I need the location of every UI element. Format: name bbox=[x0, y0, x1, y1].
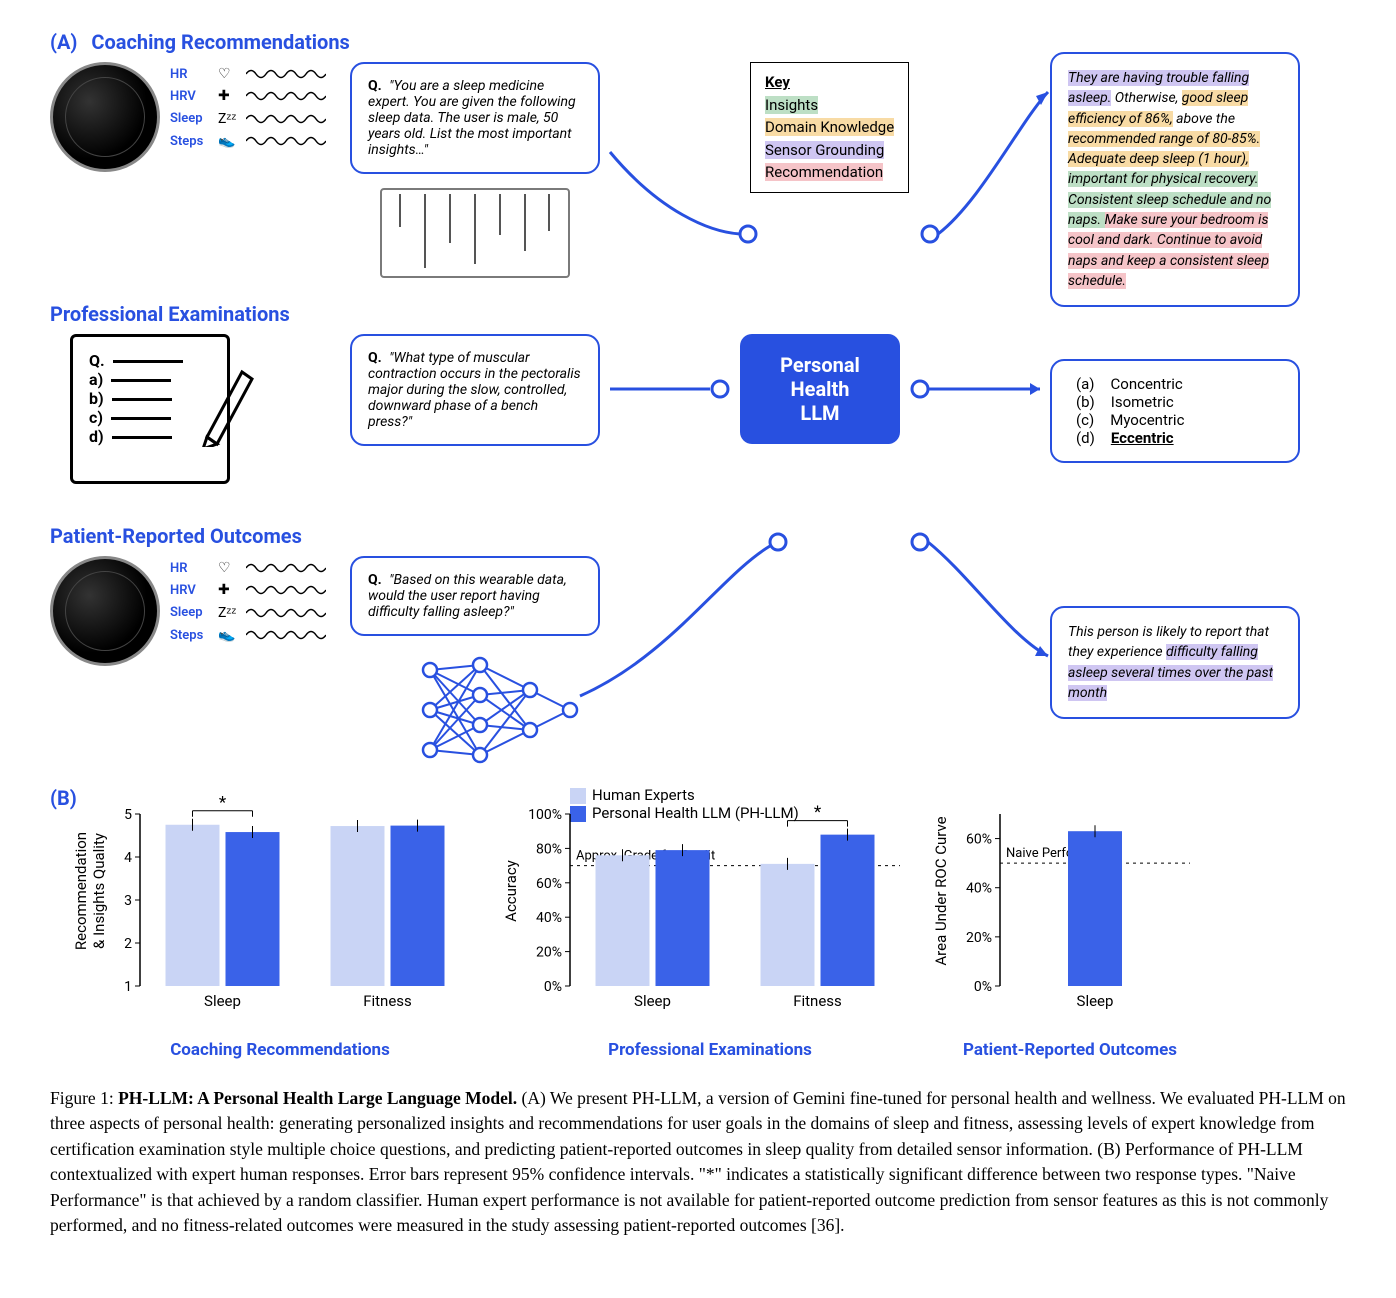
key-sensor: Sensor Grounding bbox=[765, 141, 884, 159]
svg-text:2: 2 bbox=[124, 936, 132, 952]
chart-pro: Area Under ROC Curve0%20%40%60%Naive Per… bbox=[940, 790, 1200, 1060]
chart-exam: Accuracy0%20%40%60%80%100%Approx. Grade … bbox=[510, 790, 910, 1060]
output-box-coaching: They are having trouble falling asleep. … bbox=[1050, 52, 1300, 307]
signal-row-hr: HR♡ bbox=[170, 560, 326, 576]
mc-option: (d)Eccentric bbox=[1076, 429, 1274, 447]
signal-row-sleep: SleepZᶻᶻ bbox=[170, 604, 326, 621]
svg-text:Fitness: Fitness bbox=[363, 992, 412, 1010]
key-rec: Recommendation bbox=[765, 163, 883, 181]
prompt-box-coaching: Q. "You are a sleep medicine expert. You… bbox=[350, 62, 600, 174]
pencil-icon bbox=[197, 357, 257, 447]
section-title-pro: Patient-Reported Outcomes bbox=[50, 524, 302, 548]
figure-caption: Figure 1: PH-LLM: A Personal Health Larg… bbox=[50, 1086, 1346, 1238]
figure-title: PH-LLM: A Personal Health Large Language… bbox=[118, 1088, 517, 1108]
svg-text:60%: 60% bbox=[966, 832, 992, 848]
signal-row-hrv: HRV✚ bbox=[170, 88, 326, 104]
svg-text:20%: 20% bbox=[536, 945, 562, 961]
output-box-pro: This person is likely to report that the… bbox=[1050, 606, 1300, 719]
mc-option: (a)Concentric bbox=[1076, 375, 1274, 393]
svg-text:1: 1 bbox=[124, 979, 132, 995]
mc-option: (c)Myocentric bbox=[1076, 411, 1274, 429]
svg-text:60%: 60% bbox=[536, 876, 562, 892]
svg-text:Sleep: Sleep bbox=[634, 992, 671, 1010]
prompt-q-label: Q. bbox=[368, 572, 382, 588]
svg-text:Sleep: Sleep bbox=[204, 992, 241, 1010]
watch-icon bbox=[50, 62, 160, 172]
svg-text:80%: 80% bbox=[536, 841, 562, 857]
signal-row-sleep: SleepZᶻᶻ bbox=[170, 110, 326, 127]
chart-coaching: Recommendation& Insights Quality12345Sle… bbox=[80, 790, 480, 1060]
key-title: Key bbox=[765, 71, 894, 94]
figure-text: (A) We present PH-LLM, a version of Gemi… bbox=[50, 1088, 1346, 1235]
key-insights: Insights bbox=[765, 96, 818, 114]
svg-text:4: 4 bbox=[124, 850, 132, 866]
llm-box: Personal Health LLM bbox=[740, 334, 900, 444]
signal-row-steps: Steps👟 bbox=[170, 627, 326, 643]
prompt-text-pro: "Based on this wearable data, would the … bbox=[368, 572, 567, 620]
svg-text:*: * bbox=[219, 793, 227, 813]
prompt-q-label: Q. bbox=[368, 350, 382, 366]
svg-text:*: * bbox=[814, 803, 822, 823]
mc-option: (b)Isometric bbox=[1076, 393, 1274, 411]
prompt-text-exam: "What type of muscular contraction occur… bbox=[368, 350, 581, 430]
token-window-icon bbox=[380, 188, 570, 278]
exam-sheet-icon: Q. a) b) c) d) bbox=[70, 334, 230, 484]
watch-icon bbox=[50, 556, 160, 666]
key-domain: Domain Knowledge bbox=[765, 118, 894, 136]
signal-row-hrv: HRV✚ bbox=[170, 582, 326, 598]
svg-text:5: 5 bbox=[124, 807, 132, 823]
panel-a-label: (A) bbox=[50, 30, 77, 54]
svg-text:Sleep: Sleep bbox=[1077, 992, 1114, 1010]
prompt-text-coaching: "You are a sleep medicine expert. You ar… bbox=[368, 78, 576, 158]
wearable-block-coaching: HR♡ HRV✚ SleepZᶻᶻ Steps👟 bbox=[50, 62, 350, 172]
svg-text:Fitness: Fitness bbox=[793, 992, 842, 1010]
section-title-exam: Professional Examinations bbox=[50, 302, 290, 326]
svg-text:40%: 40% bbox=[966, 881, 992, 897]
svg-text:40%: 40% bbox=[536, 910, 562, 926]
svg-text:0%: 0% bbox=[544, 979, 562, 995]
signal-row-hr: HR♡ bbox=[170, 66, 326, 82]
svg-text:3: 3 bbox=[124, 893, 132, 909]
signal-row-steps: Steps👟 bbox=[170, 133, 326, 149]
prompt-q-label: Q. bbox=[368, 78, 382, 94]
legend-key-box: Key Insights Domain Knowledge Sensor Gro… bbox=[750, 62, 909, 193]
wearable-block-pro: HR♡ HRV✚ SleepZᶻᶻ Steps👟 bbox=[50, 556, 350, 666]
prompt-box-pro: Q. "Based on this wearable data, would t… bbox=[350, 556, 600, 636]
svg-text:20%: 20% bbox=[966, 930, 992, 946]
section-title-coaching: Coaching Recommendations bbox=[91, 30, 349, 54]
prompt-box-exam: Q. "What type of muscular contraction oc… bbox=[350, 334, 600, 446]
figure-label: Figure 1: bbox=[50, 1088, 114, 1108]
svg-text:100%: 100% bbox=[528, 807, 562, 823]
neural-net-icon bbox=[410, 650, 590, 770]
output-box-exam: (a)Concentric(b)Isometric(c)Myocentric(d… bbox=[1050, 359, 1300, 463]
svg-text:0%: 0% bbox=[974, 979, 992, 995]
